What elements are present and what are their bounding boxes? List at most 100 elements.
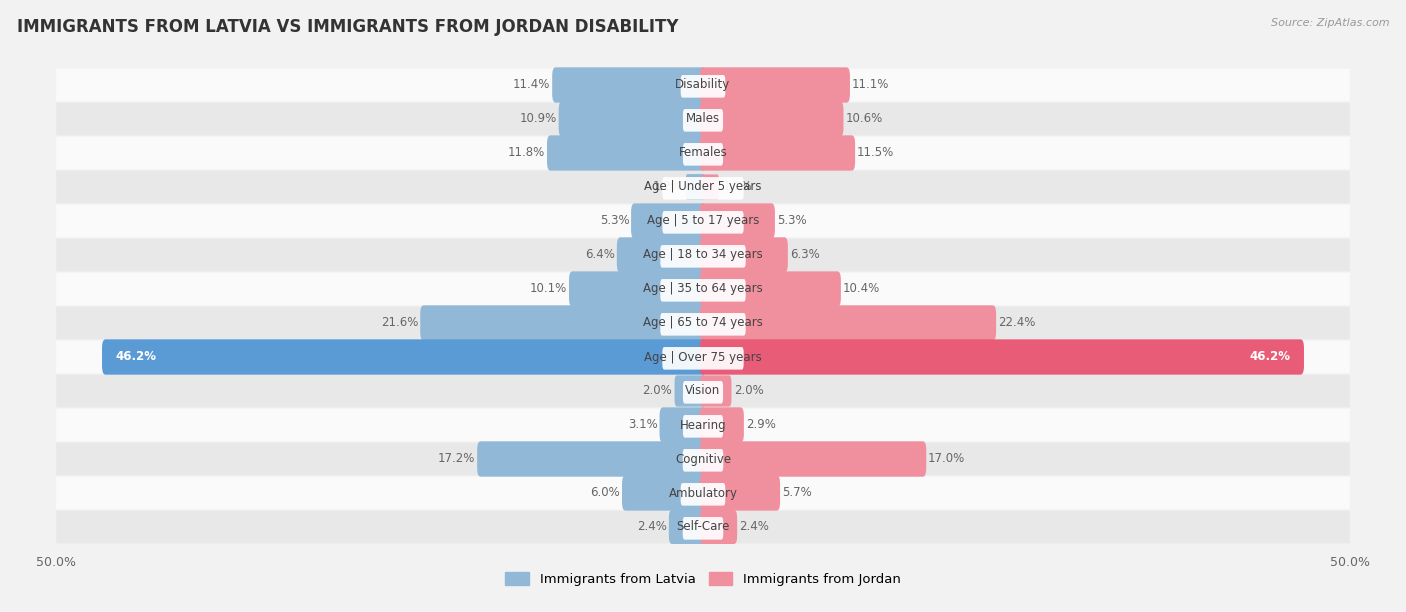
- Text: 2.9%: 2.9%: [745, 419, 776, 431]
- FancyBboxPatch shape: [683, 517, 723, 540]
- Text: 46.2%: 46.2%: [115, 351, 156, 364]
- FancyBboxPatch shape: [700, 271, 841, 307]
- FancyBboxPatch shape: [669, 510, 706, 544]
- Text: Source: ZipAtlas.com: Source: ZipAtlas.com: [1271, 18, 1389, 28]
- FancyBboxPatch shape: [700, 67, 851, 103]
- Text: 2.4%: 2.4%: [740, 520, 769, 534]
- FancyBboxPatch shape: [661, 313, 745, 335]
- Text: Age | Over 75 years: Age | Over 75 years: [644, 351, 762, 364]
- FancyBboxPatch shape: [662, 177, 744, 200]
- Text: Ambulatory: Ambulatory: [668, 487, 738, 499]
- FancyBboxPatch shape: [56, 341, 1350, 373]
- FancyBboxPatch shape: [631, 203, 706, 239]
- Text: Age | 18 to 34 years: Age | 18 to 34 years: [643, 248, 763, 261]
- Text: Females: Females: [679, 146, 727, 160]
- FancyBboxPatch shape: [553, 67, 706, 103]
- Text: 6.3%: 6.3%: [790, 248, 820, 261]
- Text: Age | Under 5 years: Age | Under 5 years: [644, 181, 762, 193]
- FancyBboxPatch shape: [56, 442, 1350, 476]
- FancyBboxPatch shape: [700, 408, 744, 442]
- Text: Age | 35 to 64 years: Age | 35 to 64 years: [643, 283, 763, 296]
- FancyBboxPatch shape: [683, 143, 723, 166]
- Text: 2.0%: 2.0%: [643, 384, 672, 398]
- FancyBboxPatch shape: [547, 135, 706, 171]
- FancyBboxPatch shape: [56, 239, 1350, 271]
- FancyBboxPatch shape: [683, 109, 723, 132]
- FancyBboxPatch shape: [700, 203, 775, 239]
- FancyBboxPatch shape: [700, 441, 927, 477]
- FancyBboxPatch shape: [56, 409, 1350, 441]
- Text: Hearing: Hearing: [679, 419, 727, 431]
- Text: 6.0%: 6.0%: [591, 487, 620, 499]
- Text: 5.3%: 5.3%: [776, 214, 807, 228]
- FancyBboxPatch shape: [558, 102, 706, 136]
- FancyBboxPatch shape: [683, 381, 723, 404]
- FancyBboxPatch shape: [683, 449, 723, 472]
- FancyBboxPatch shape: [700, 375, 731, 406]
- Text: 10.9%: 10.9%: [520, 113, 557, 125]
- Text: 1.2%: 1.2%: [652, 181, 682, 193]
- FancyBboxPatch shape: [700, 510, 737, 544]
- FancyBboxPatch shape: [683, 415, 723, 438]
- FancyBboxPatch shape: [56, 477, 1350, 509]
- Text: 5.7%: 5.7%: [782, 487, 811, 499]
- FancyBboxPatch shape: [56, 69, 1350, 102]
- FancyBboxPatch shape: [56, 273, 1350, 305]
- Text: Self-Care: Self-Care: [676, 520, 730, 534]
- Text: 17.0%: 17.0%: [928, 452, 966, 466]
- Text: 5.3%: 5.3%: [599, 214, 630, 228]
- FancyBboxPatch shape: [681, 483, 725, 506]
- FancyBboxPatch shape: [700, 102, 844, 136]
- Text: 3.1%: 3.1%: [628, 419, 658, 431]
- Text: Cognitive: Cognitive: [675, 452, 731, 466]
- FancyBboxPatch shape: [662, 347, 744, 370]
- FancyBboxPatch shape: [661, 245, 745, 267]
- Text: 17.2%: 17.2%: [437, 452, 475, 466]
- FancyBboxPatch shape: [569, 271, 706, 307]
- FancyBboxPatch shape: [661, 279, 745, 302]
- FancyBboxPatch shape: [700, 135, 855, 171]
- FancyBboxPatch shape: [686, 174, 704, 200]
- Text: 10.4%: 10.4%: [842, 283, 880, 296]
- FancyBboxPatch shape: [675, 375, 706, 406]
- Text: Disability: Disability: [675, 78, 731, 92]
- FancyBboxPatch shape: [56, 103, 1350, 135]
- Text: 6.4%: 6.4%: [585, 248, 614, 261]
- Text: 11.1%: 11.1%: [852, 78, 889, 92]
- Text: 1.1%: 1.1%: [723, 181, 752, 193]
- Text: 2.4%: 2.4%: [637, 520, 666, 534]
- FancyBboxPatch shape: [621, 476, 706, 510]
- FancyBboxPatch shape: [617, 237, 706, 273]
- FancyBboxPatch shape: [681, 75, 725, 97]
- FancyBboxPatch shape: [420, 305, 706, 341]
- FancyBboxPatch shape: [56, 307, 1350, 339]
- FancyBboxPatch shape: [700, 339, 1303, 375]
- Text: 11.8%: 11.8%: [508, 146, 546, 160]
- Text: Age | 5 to 17 years: Age | 5 to 17 years: [647, 214, 759, 228]
- FancyBboxPatch shape: [56, 375, 1350, 408]
- FancyBboxPatch shape: [700, 476, 780, 510]
- Text: 11.5%: 11.5%: [856, 146, 894, 160]
- FancyBboxPatch shape: [56, 171, 1350, 203]
- FancyBboxPatch shape: [56, 204, 1350, 237]
- FancyBboxPatch shape: [700, 305, 995, 341]
- Text: 21.6%: 21.6%: [381, 316, 419, 329]
- FancyBboxPatch shape: [659, 408, 706, 442]
- Text: 2.0%: 2.0%: [734, 384, 763, 398]
- Text: IMMIGRANTS FROM LATVIA VS IMMIGRANTS FROM JORDAN DISABILITY: IMMIGRANTS FROM LATVIA VS IMMIGRANTS FRO…: [17, 18, 678, 36]
- Text: 22.4%: 22.4%: [998, 316, 1035, 329]
- FancyBboxPatch shape: [700, 237, 787, 273]
- FancyBboxPatch shape: [662, 211, 744, 234]
- FancyBboxPatch shape: [702, 174, 718, 200]
- FancyBboxPatch shape: [103, 339, 706, 375]
- Text: Males: Males: [686, 113, 720, 125]
- Text: Age | 65 to 74 years: Age | 65 to 74 years: [643, 316, 763, 329]
- Text: 11.4%: 11.4%: [513, 78, 550, 92]
- FancyBboxPatch shape: [56, 510, 1350, 543]
- FancyBboxPatch shape: [477, 441, 706, 477]
- FancyBboxPatch shape: [56, 136, 1350, 170]
- Text: Vision: Vision: [685, 384, 721, 398]
- Text: 10.1%: 10.1%: [530, 283, 567, 296]
- Legend: Immigrants from Latvia, Immigrants from Jordan: Immigrants from Latvia, Immigrants from …: [505, 572, 901, 586]
- Text: 10.6%: 10.6%: [845, 113, 883, 125]
